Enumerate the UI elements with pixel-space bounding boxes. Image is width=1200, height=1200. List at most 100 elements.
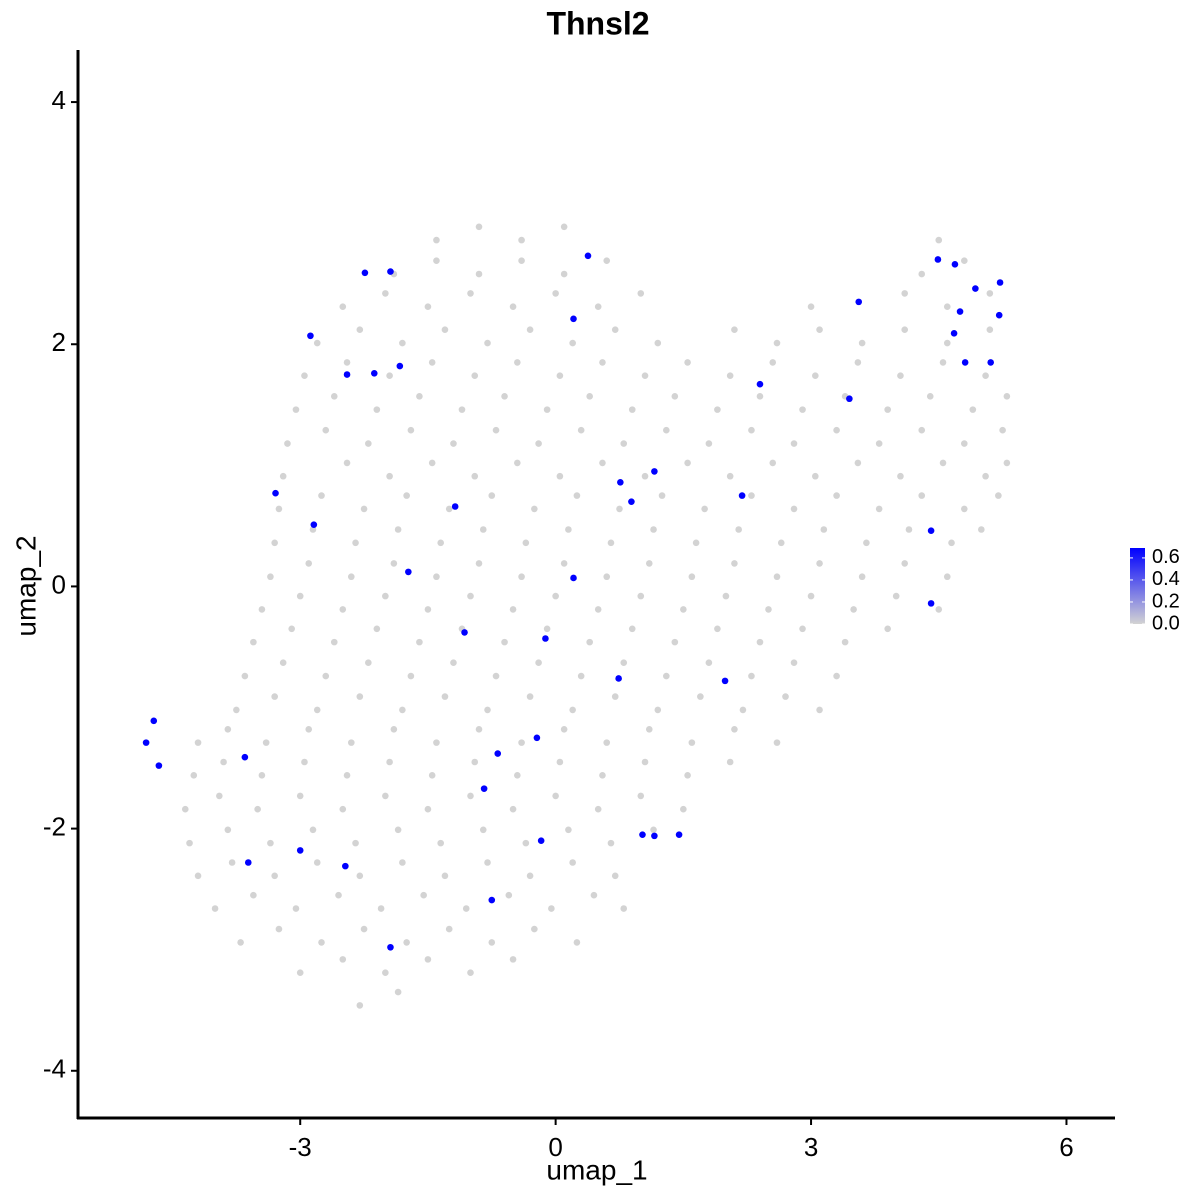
point [833,426,840,434]
point [428,359,436,366]
point [322,426,330,434]
point [731,560,738,567]
point [735,526,742,533]
point [841,638,849,646]
point [961,359,969,366]
point [996,279,1004,286]
point [773,573,781,581]
point [390,726,398,733]
point [186,839,193,847]
point [301,758,308,766]
point [339,956,347,963]
point [437,839,444,847]
point [697,693,704,700]
point [651,832,658,840]
point [339,606,347,613]
point [939,459,947,467]
point [935,606,943,613]
point [505,891,513,899]
point [663,672,670,680]
point [271,872,278,880]
point [309,826,317,834]
point [433,573,440,581]
point [254,805,261,813]
point [846,395,853,403]
point [684,459,691,467]
point [812,372,819,380]
colorbar-tick-label: 0.6 [1152,546,1180,568]
point [296,847,304,854]
point [318,939,325,946]
point [484,859,491,866]
point [858,339,866,347]
point [441,872,449,880]
point [526,326,534,334]
point [680,805,687,813]
point [292,406,300,413]
point [556,372,564,380]
point [480,785,488,792]
point [641,372,649,380]
point [296,969,304,976]
point [471,758,479,766]
point [501,393,508,400]
point [807,303,815,311]
point [420,891,427,899]
point [570,315,577,323]
point [275,505,283,513]
point [492,672,500,680]
point [858,573,866,581]
point [961,257,968,264]
point [275,925,283,933]
point [267,573,274,581]
point [961,440,968,447]
point [211,905,219,912]
point [484,706,491,714]
point [611,693,619,700]
point [820,526,828,533]
point [292,905,300,912]
y-tick-label: 0 [52,569,66,599]
point [250,638,257,646]
point [475,560,483,567]
point [387,943,394,951]
point [399,859,406,866]
point [305,560,313,567]
point [343,359,351,366]
x-axis-label: umap_1 [546,1154,647,1185]
point [382,969,389,976]
point [995,311,1003,319]
point [721,677,729,685]
point [339,303,347,311]
point [897,372,904,380]
point [726,472,734,480]
point [748,672,755,680]
point [611,872,619,880]
y-tick-label: 2 [52,327,66,357]
point [552,592,559,600]
point [641,758,649,766]
point [705,659,713,667]
point [258,606,266,613]
point [651,468,658,475]
point [424,956,432,963]
point [399,706,406,714]
point [756,638,764,646]
point [854,459,862,467]
point [654,706,662,714]
point [405,568,412,576]
point [533,734,541,742]
point [501,638,508,646]
point [237,939,244,946]
point [313,706,321,714]
point [467,969,474,976]
point [884,406,891,413]
point [972,285,979,292]
point [748,426,755,434]
point [361,269,369,277]
point [594,303,602,311]
point [271,539,278,547]
point [518,257,525,264]
point [518,573,525,581]
point [386,472,393,480]
